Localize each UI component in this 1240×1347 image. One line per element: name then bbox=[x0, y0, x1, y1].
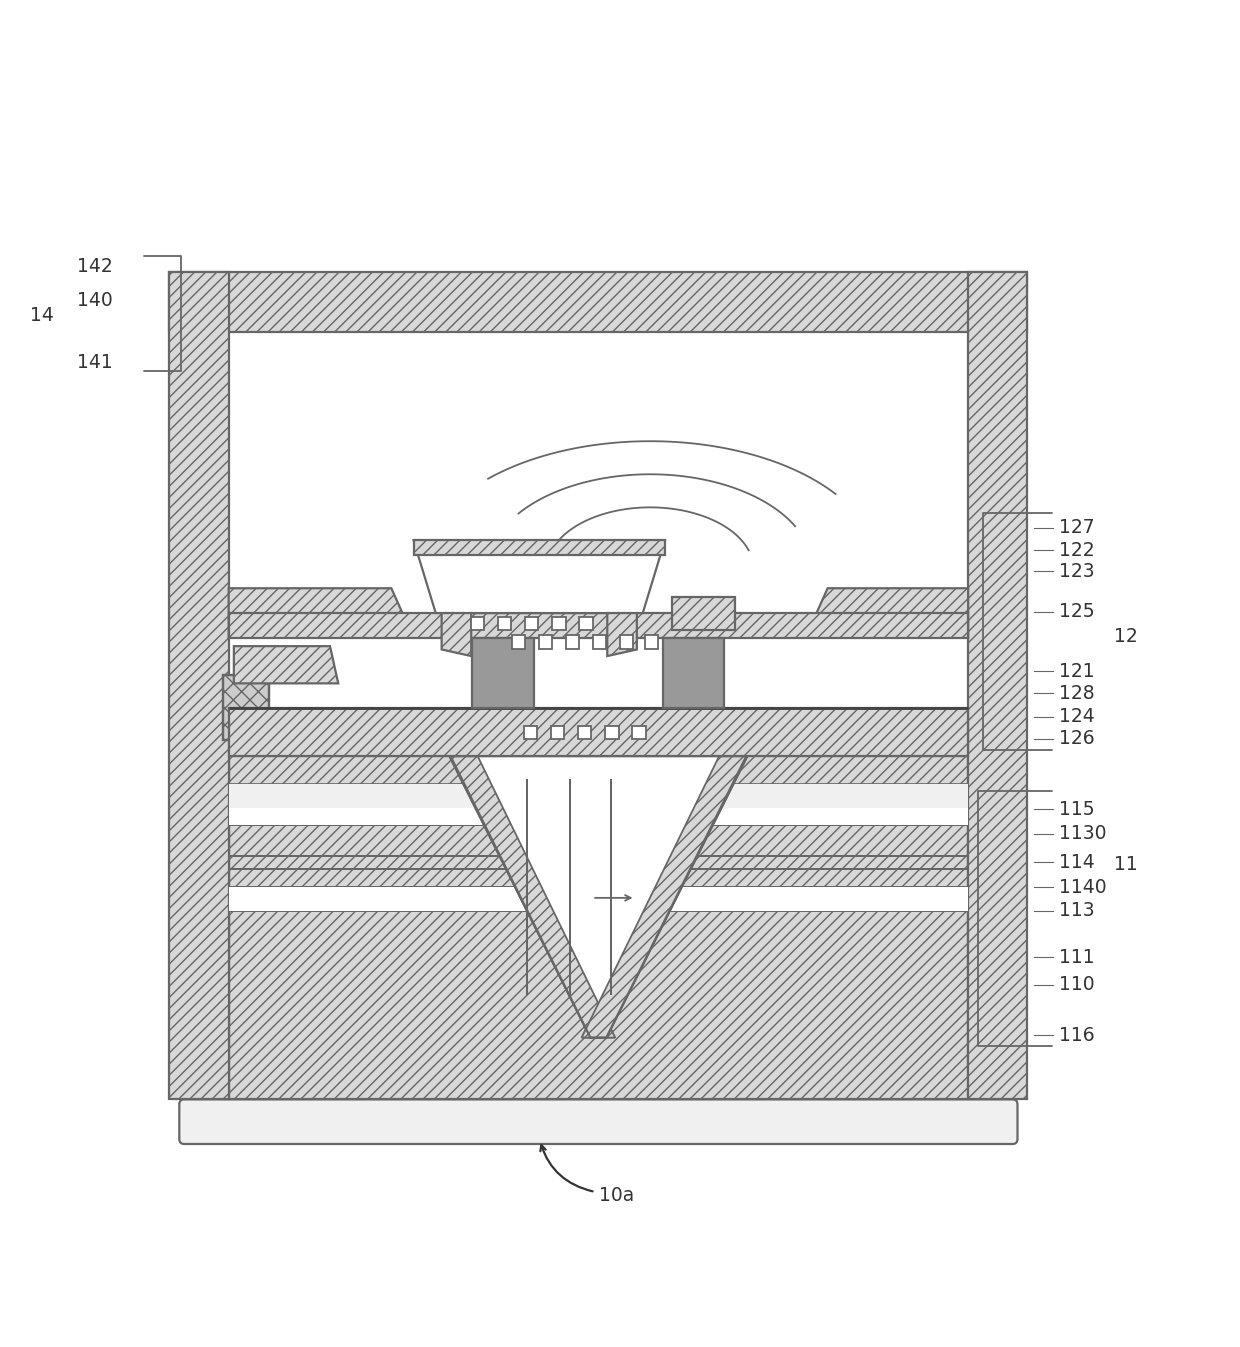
Bar bbox=[593, 636, 606, 648]
Polygon shape bbox=[450, 756, 746, 1037]
Bar bbox=[523, 726, 537, 740]
Bar bbox=[228, 808, 968, 824]
Text: 10a: 10a bbox=[599, 1187, 635, 1206]
Polygon shape bbox=[672, 597, 735, 629]
Bar bbox=[605, 726, 619, 740]
Text: 11: 11 bbox=[1114, 855, 1137, 874]
Bar bbox=[968, 272, 1028, 1099]
Polygon shape bbox=[449, 756, 615, 1037]
Text: 123: 123 bbox=[1059, 562, 1095, 581]
Polygon shape bbox=[806, 589, 968, 638]
Polygon shape bbox=[413, 540, 665, 613]
Text: 127: 127 bbox=[1059, 519, 1095, 537]
Bar bbox=[632, 726, 646, 740]
Bar bbox=[578, 726, 591, 740]
Text: 116: 116 bbox=[1059, 1025, 1095, 1045]
Polygon shape bbox=[234, 647, 339, 683]
Bar bbox=[565, 636, 579, 648]
Bar bbox=[526, 617, 538, 630]
Bar bbox=[663, 638, 724, 709]
Polygon shape bbox=[441, 613, 471, 656]
Text: 121: 121 bbox=[1059, 661, 1095, 680]
Bar bbox=[620, 636, 634, 648]
Polygon shape bbox=[608, 613, 637, 656]
Text: 14: 14 bbox=[30, 306, 53, 325]
Text: 1130: 1130 bbox=[1059, 824, 1107, 843]
Polygon shape bbox=[228, 589, 413, 638]
Text: 122: 122 bbox=[1059, 540, 1095, 559]
Polygon shape bbox=[449, 756, 615, 1037]
Bar bbox=[551, 726, 564, 740]
Bar bbox=[170, 272, 1028, 331]
Text: 125: 125 bbox=[1059, 602, 1095, 621]
Text: 128: 128 bbox=[1059, 684, 1095, 703]
Text: 140: 140 bbox=[77, 291, 113, 310]
Bar bbox=[228, 784, 968, 808]
Polygon shape bbox=[582, 756, 748, 1037]
Text: 114: 114 bbox=[1059, 853, 1095, 872]
Text: 124: 124 bbox=[1059, 707, 1095, 726]
Bar bbox=[222, 675, 269, 740]
Polygon shape bbox=[413, 540, 665, 555]
Text: 1140: 1140 bbox=[1059, 877, 1107, 897]
Bar bbox=[498, 617, 511, 630]
Bar bbox=[228, 709, 968, 756]
Bar bbox=[512, 636, 525, 648]
Polygon shape bbox=[450, 756, 746, 1037]
Bar bbox=[228, 756, 968, 1099]
Bar bbox=[170, 272, 228, 1099]
Text: 113: 113 bbox=[1059, 901, 1095, 920]
Text: 141: 141 bbox=[77, 353, 113, 372]
Bar bbox=[228, 886, 968, 911]
Text: 126: 126 bbox=[1059, 730, 1095, 749]
Bar bbox=[222, 675, 269, 740]
Bar bbox=[538, 636, 552, 648]
Text: 12: 12 bbox=[1114, 626, 1137, 647]
Text: 115: 115 bbox=[1059, 800, 1095, 819]
Bar bbox=[579, 617, 593, 630]
Bar bbox=[645, 636, 658, 648]
FancyBboxPatch shape bbox=[180, 1099, 1018, 1144]
Text: 111: 111 bbox=[1059, 948, 1095, 967]
Bar bbox=[471, 617, 484, 630]
Polygon shape bbox=[582, 756, 748, 1037]
Bar bbox=[472, 638, 533, 709]
Text: 110: 110 bbox=[1059, 975, 1095, 994]
Text: 142: 142 bbox=[77, 257, 113, 276]
Bar bbox=[552, 617, 565, 630]
Bar bbox=[228, 613, 968, 638]
